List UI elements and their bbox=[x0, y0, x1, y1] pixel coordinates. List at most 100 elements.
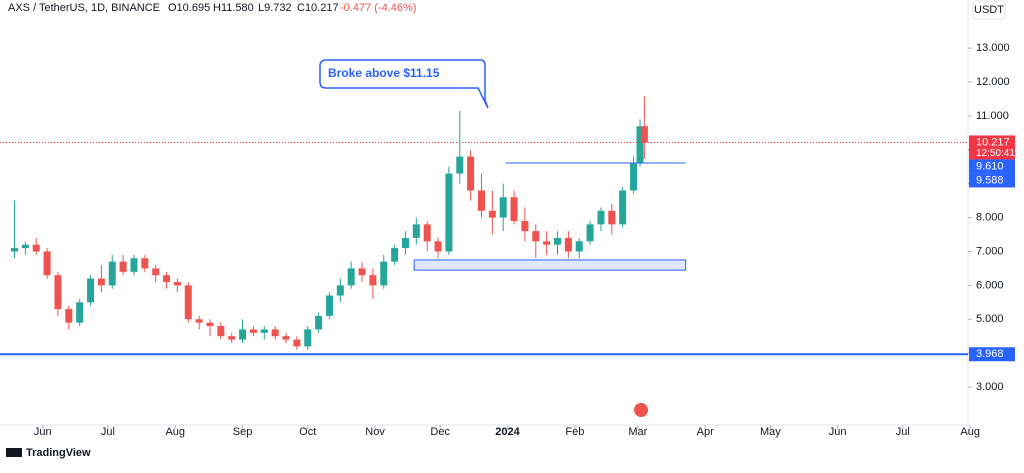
candle-body bbox=[586, 224, 594, 242]
candle-body bbox=[640, 126, 648, 143]
x-tick-label: Jul bbox=[101, 426, 115, 438]
countdown: 12:50:41 bbox=[976, 148, 1015, 159]
candle-body bbox=[87, 278, 95, 303]
candle-body bbox=[510, 197, 518, 221]
price-label: 9.588 bbox=[976, 174, 1004, 186]
candle-body bbox=[54, 275, 62, 310]
x-tick-label: Oct bbox=[299, 426, 316, 438]
candle-body bbox=[271, 329, 279, 337]
currency[interactable]: USDT bbox=[974, 4, 1004, 16]
ohlc-close: C10.217 bbox=[297, 2, 339, 14]
candle-body bbox=[597, 210, 605, 225]
brand: TradingView bbox=[26, 447, 91, 459]
x-tick-label: Jun bbox=[34, 426, 52, 438]
currency-box[interactable] bbox=[972, 0, 1006, 20]
candle-body bbox=[184, 285, 192, 320]
ohlc-high: H11.580 bbox=[213, 2, 254, 14]
candle-body bbox=[456, 156, 464, 174]
candle-body bbox=[347, 268, 355, 286]
candle-body bbox=[163, 275, 171, 282]
annotation: Broke above $11.15 bbox=[328, 66, 440, 80]
candle-body bbox=[304, 329, 312, 347]
candle-body bbox=[445, 173, 453, 252]
candle-body bbox=[467, 156, 475, 191]
candle-body bbox=[282, 336, 290, 340]
x-tick-label: Apr bbox=[697, 426, 714, 438]
candle-body bbox=[434, 241, 442, 252]
y-tick-label: 3.000 bbox=[976, 381, 1004, 393]
candle-body bbox=[380, 261, 388, 286]
candle-body bbox=[293, 339, 301, 347]
candle-body bbox=[228, 336, 236, 340]
candle-body bbox=[249, 329, 257, 333]
price-label: 3.968 bbox=[976, 348, 1004, 360]
support-zone bbox=[413, 259, 687, 271]
price-label-box bbox=[969, 347, 1015, 362]
candle-body bbox=[630, 163, 638, 191]
candle-body bbox=[217, 326, 225, 337]
x-tick-label: Mar bbox=[628, 426, 647, 438]
candle-body bbox=[608, 210, 616, 225]
candle-body bbox=[401, 237, 409, 249]
ohlc-low: L9.732 bbox=[258, 2, 292, 14]
price-label: 10.217 bbox=[976, 136, 1010, 148]
y-tick-label: 8.000 bbox=[976, 211, 1004, 223]
candle-body bbox=[108, 261, 116, 286]
candle-body bbox=[76, 302, 84, 323]
candle-body bbox=[369, 275, 377, 286]
candle-body bbox=[21, 244, 29, 249]
price-label-box bbox=[969, 173, 1015, 188]
logo bbox=[6, 448, 22, 457]
candle-body bbox=[239, 329, 247, 340]
candle-body bbox=[477, 190, 485, 211]
x-tick-label: Nov bbox=[365, 426, 385, 438]
y-tick-label: 12.000 bbox=[976, 76, 1010, 88]
candle-body bbox=[499, 197, 507, 218]
candle-body bbox=[488, 210, 496, 218]
candle-body bbox=[130, 258, 138, 272]
x-tick-label: Feb bbox=[565, 426, 584, 438]
x-tick-label: 2024 bbox=[495, 426, 520, 438]
symbol: AXS / TetherUS, 1D, BINANCE bbox=[8, 2, 160, 14]
candle-body bbox=[575, 241, 583, 252]
candle-body bbox=[119, 261, 127, 272]
ohlc-change: -0.477 (-4.46%) bbox=[340, 2, 416, 14]
candle-body bbox=[619, 190, 627, 225]
candle-body bbox=[152, 268, 160, 276]
price-label-box bbox=[969, 135, 1015, 160]
price-label-box bbox=[969, 159, 1015, 174]
event-icon[interactable] bbox=[634, 403, 648, 417]
x-tick-label: Jun bbox=[829, 426, 847, 438]
x-tick-label: May bbox=[760, 426, 781, 438]
candle-body bbox=[97, 278, 105, 286]
candle-body bbox=[554, 237, 562, 245]
candle-body bbox=[543, 241, 551, 245]
price-label: 9.610 bbox=[976, 160, 1004, 172]
candle-body bbox=[358, 268, 366, 276]
x-tick-label: Aug bbox=[165, 426, 185, 438]
candle-body bbox=[173, 281, 181, 286]
x-tick-label: Dec bbox=[430, 426, 450, 438]
candle-body bbox=[423, 224, 431, 242]
x-tick-label: Jul bbox=[896, 426, 910, 438]
y-tick-label: 5.000 bbox=[976, 313, 1004, 325]
candle-body bbox=[564, 237, 572, 252]
candle-body bbox=[325, 295, 333, 316]
x-tick-label: Sep bbox=[233, 426, 253, 438]
candle-body bbox=[532, 231, 540, 242]
candle-body bbox=[11, 248, 19, 252]
candle-body bbox=[315, 315, 323, 330]
ohlc-open: O10.695 bbox=[168, 2, 210, 14]
candle-body bbox=[336, 285, 344, 296]
candle-body bbox=[412, 224, 420, 238]
candle-body bbox=[636, 126, 644, 164]
candle-body bbox=[391, 248, 399, 262]
y-tick-label: 6.000 bbox=[976, 279, 1004, 291]
y-tick-label: 11.000 bbox=[976, 110, 1009, 122]
y-tick-label: 13.000 bbox=[976, 42, 1010, 54]
candle-body bbox=[260, 329, 268, 333]
candle-body bbox=[65, 309, 73, 323]
candle-body bbox=[43, 251, 51, 276]
